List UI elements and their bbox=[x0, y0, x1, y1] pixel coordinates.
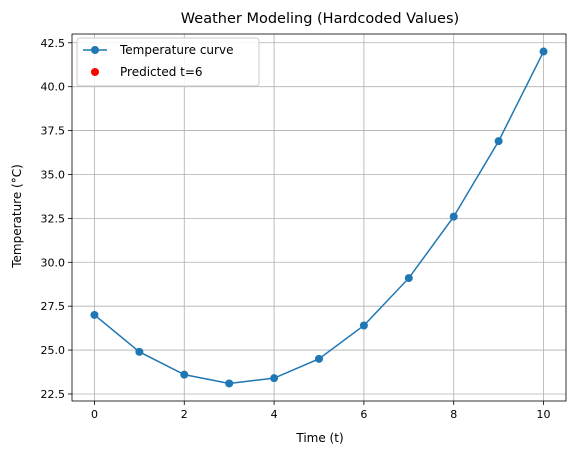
y-tick-label-4: 32.5 bbox=[41, 212, 66, 225]
data-point-0-4 bbox=[270, 374, 279, 383]
data-point-0-6 bbox=[359, 321, 368, 330]
x-tick-label-5: 10 bbox=[537, 408, 551, 421]
series-layer bbox=[90, 47, 548, 388]
legend-label-0: Temperature curve bbox=[119, 43, 233, 57]
legend-label-1: Predicted t=6 bbox=[120, 65, 203, 79]
data-point-0-1 bbox=[135, 347, 144, 356]
x-tick-label-1: 2 bbox=[181, 408, 188, 421]
series-line-0 bbox=[93, 51, 545, 385]
data-point-0-8 bbox=[449, 212, 458, 221]
x-axis-ticks: 0 2 4 6 8 10 bbox=[91, 401, 551, 421]
data-point-0-0 bbox=[90, 310, 99, 319]
data-point-0-10 bbox=[539, 47, 548, 56]
chart-title: Weather Modeling (Hardcoded Values) bbox=[181, 11, 459, 27]
legend-marker-1 bbox=[91, 68, 99, 76]
legend: Temperature curve Predicted t=6 bbox=[76, 37, 260, 87]
y-tick-label-8: 42.5 bbox=[41, 37, 66, 50]
y-axis-label: Temperature (°C) bbox=[10, 164, 24, 269]
y-tick-label-2: 27.5 bbox=[41, 300, 66, 313]
y-tick-label-7: 40.0 bbox=[41, 81, 66, 94]
data-point-0-3 bbox=[225, 379, 234, 388]
y-tick-label-1: 25.0 bbox=[41, 344, 66, 357]
x-tick-label-3: 6 bbox=[360, 408, 367, 421]
y-tick-label-3: 30.0 bbox=[41, 256, 66, 269]
legend-marker-0 bbox=[91, 46, 99, 54]
plot-area-frame bbox=[71, 33, 567, 402]
y-tick-label-5: 35.0 bbox=[41, 168, 66, 181]
y-axis-ticks: 22.5 25.0 27.5 30.0 32.5 35.0 37.5 40.0 42.5 bbox=[41, 37, 72, 401]
data-point-0-7 bbox=[404, 274, 413, 283]
data-point-0-9 bbox=[494, 137, 503, 146]
y-tick-label-0: 22.5 bbox=[41, 388, 66, 401]
data-point-0-5 bbox=[315, 354, 323, 363]
x-tick-label-4: 8 bbox=[450, 408, 457, 421]
data-point-0-2 bbox=[180, 370, 189, 379]
axes-frame bbox=[71, 33, 567, 402]
x-axis-label: Time (t) bbox=[295, 431, 343, 445]
grid-lines bbox=[72, 34, 566, 401]
x-tick-label-0: 0 bbox=[91, 408, 98, 421]
y-tick-label-6: 37.5 bbox=[41, 125, 66, 138]
x-tick-label-2: 4 bbox=[271, 408, 278, 421]
legend-box bbox=[76, 37, 260, 87]
